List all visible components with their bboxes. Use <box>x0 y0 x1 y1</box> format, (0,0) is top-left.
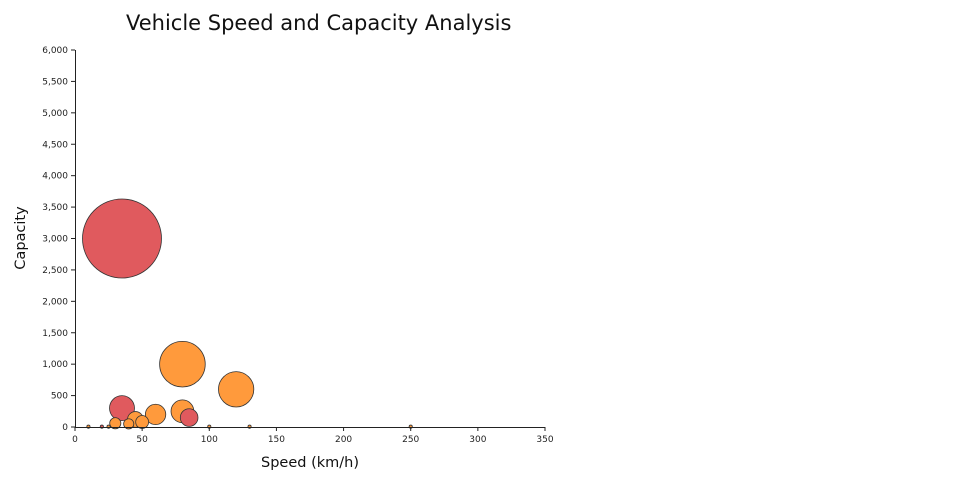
y-tick-label: 4,500 <box>42 140 68 150</box>
chart-title: Vehicle Speed and Capacity Analysis <box>126 11 511 35</box>
data-bubble[interactable] <box>109 395 135 422</box>
x-tick-label: 100 <box>201 435 218 445</box>
y-tick-label: 6,000 <box>42 46 68 56</box>
data-bubble[interactable] <box>218 371 255 408</box>
data-bubble[interactable] <box>123 418 135 430</box>
y-tick-label: 1,500 <box>42 329 68 339</box>
data-bubble[interactable] <box>159 340 206 388</box>
y-tick-label: 500 <box>51 392 68 402</box>
y-tick-label: 0 <box>62 423 68 433</box>
x-tick-label: 150 <box>268 435 285 445</box>
x-tick-label: 250 <box>402 435 419 445</box>
y-tick-label: 2,500 <box>42 266 68 276</box>
data-bubble[interactable] <box>82 198 162 279</box>
y-tick-label: 3,500 <box>42 203 68 213</box>
bubbles-layer <box>82 198 413 430</box>
data-bubble[interactable] <box>109 417 122 430</box>
y-tick-label: 1,000 <box>42 360 68 370</box>
x-tick-label: 200 <box>335 435 352 445</box>
data-bubble[interactable] <box>179 408 199 427</box>
y-tick-label: 2,000 <box>42 297 68 307</box>
y-tick-label: 3,000 <box>42 235 68 245</box>
x-axis-title: Speed (km/h) <box>261 455 359 471</box>
x-tick-label: 300 <box>469 435 486 445</box>
x-axis-ticks: 0 50 100 150 200 250 300 350 <box>72 427 554 445</box>
y-axis-title: Capacity <box>13 206 29 270</box>
y-tick-label: 5,000 <box>42 109 68 119</box>
data-bubble[interactable] <box>135 415 149 429</box>
y-tick-label: 5,500 <box>42 77 68 87</box>
x-tick-label: 0 <box>72 435 78 445</box>
y-axis-ticks: 0 500 1,000 1,500 2,000 2,500 3,000 3,500 4,000 4… <box>42 46 75 433</box>
data-bubble[interactable] <box>144 403 167 426</box>
y-tick-label: 4,000 <box>42 172 68 182</box>
x-tick-label: 50 <box>136 435 148 445</box>
x-tick-label: 350 <box>536 435 553 445</box>
